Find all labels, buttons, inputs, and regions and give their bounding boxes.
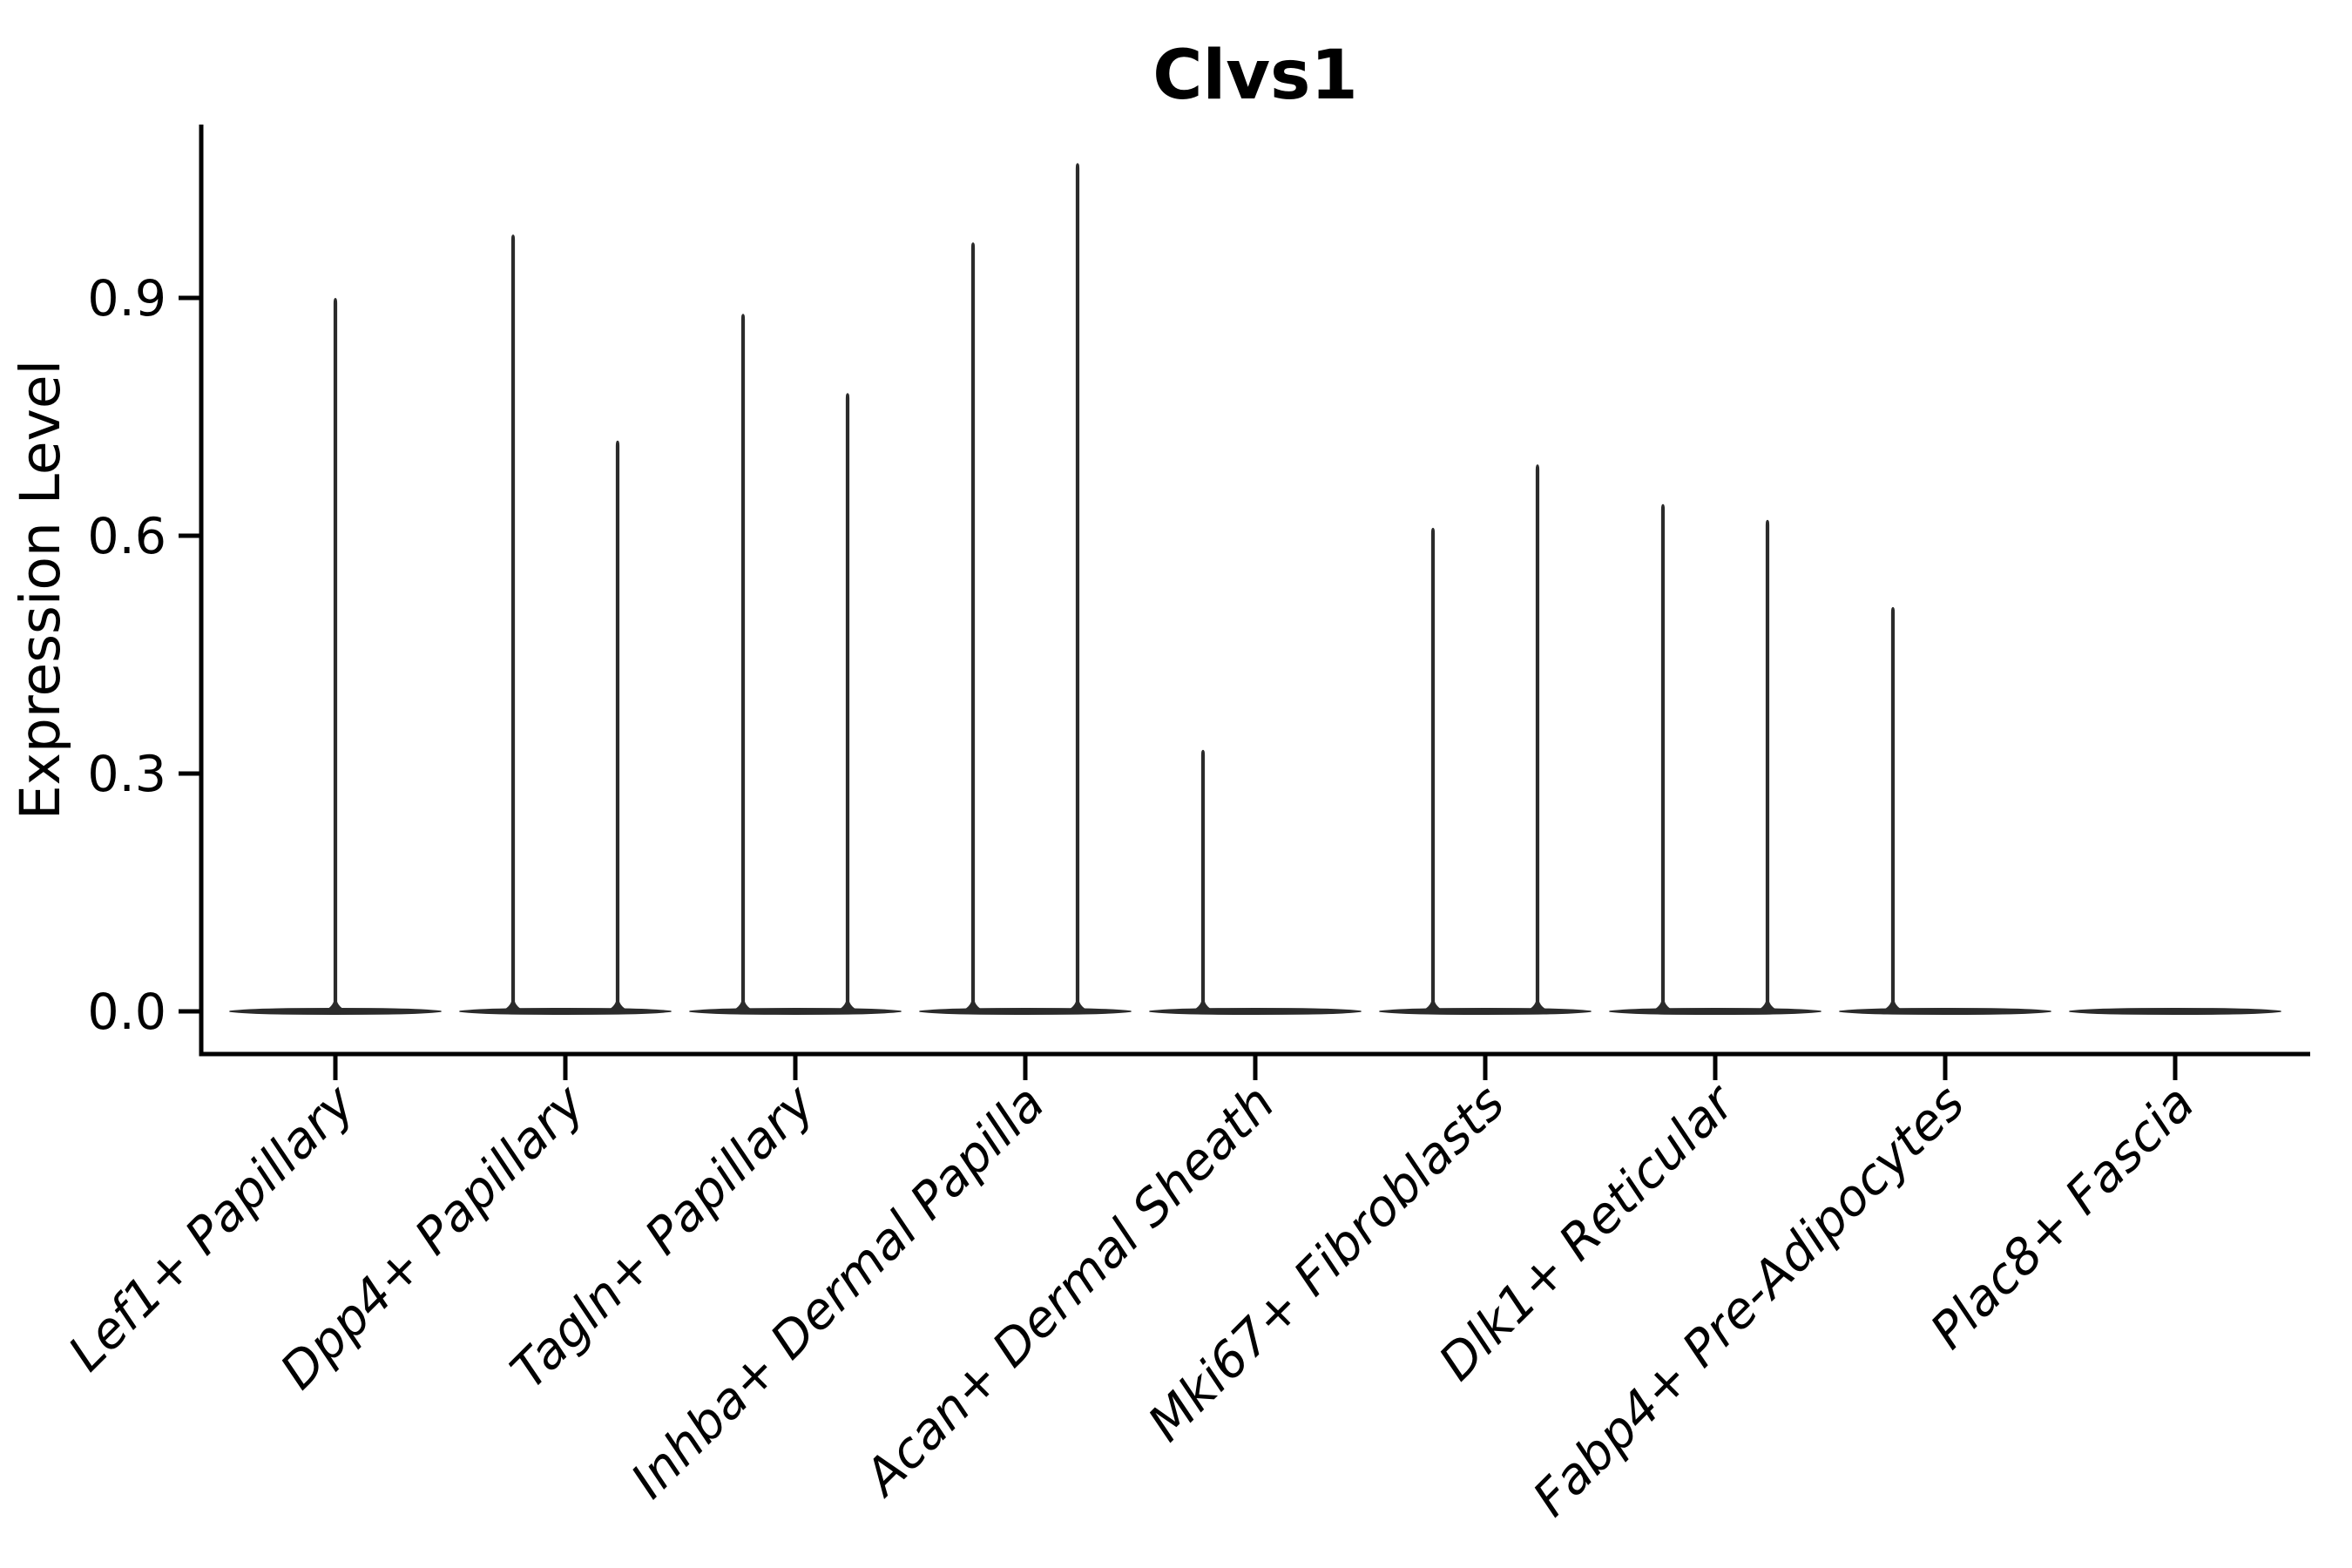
violin-base xyxy=(689,1008,902,1015)
violin-base xyxy=(1839,1008,2051,1015)
violin-base xyxy=(1149,1008,1362,1015)
violin-needle xyxy=(321,298,349,1011)
violin-needle xyxy=(1524,464,1551,1011)
violin-group xyxy=(1609,504,1821,1015)
violin-group xyxy=(1149,749,1362,1015)
violin-needle xyxy=(729,314,757,1011)
violin-base xyxy=(919,1008,1132,1015)
y-tick-label: 0.0 xyxy=(87,983,166,1041)
y-tick-label: 0.9 xyxy=(87,270,166,328)
x-tick-label: Inhba+ Dermal Papilla xyxy=(620,1074,1056,1510)
violin-needle xyxy=(499,234,527,1011)
chart-title: Clvs1 xyxy=(1152,37,1358,115)
violin-group xyxy=(689,314,902,1015)
y-tick-label: 0.3 xyxy=(87,746,166,803)
violin-needle xyxy=(1064,163,1092,1012)
y-axis-label: Expression Level xyxy=(9,360,72,820)
x-tick-label: Fabp4+ Pre-Adipocytes xyxy=(1523,1074,1976,1527)
x-tick-label: Acan+ Dermal Sheath xyxy=(851,1074,1285,1508)
violin-group xyxy=(2069,1008,2281,1015)
violin-needle xyxy=(1419,527,1447,1011)
violin-needle xyxy=(1879,606,1907,1011)
violin-needle xyxy=(1649,504,1677,1011)
y-axis-ticks: 0.0 0.3 0.6 0.9 xyxy=(87,270,201,1041)
axes-spines xyxy=(199,125,2310,1057)
violin-needle xyxy=(604,440,632,1011)
violin-base xyxy=(2069,1008,2281,1015)
violins xyxy=(229,163,2281,1015)
violin-group xyxy=(229,298,442,1015)
violin-group xyxy=(919,163,1132,1015)
violin-group xyxy=(1379,464,1592,1015)
violin-base xyxy=(1609,1008,1821,1015)
violin-base xyxy=(459,1008,672,1015)
violin-needle xyxy=(834,393,862,1011)
violin-needle xyxy=(959,242,987,1011)
violin-group xyxy=(459,234,672,1015)
violin-needle xyxy=(1754,519,1781,1011)
violin-needle xyxy=(1189,749,1217,1011)
violin-group xyxy=(1839,606,2051,1015)
violin-base xyxy=(1379,1008,1592,1015)
y-tick-label: 0.6 xyxy=(87,508,166,565)
